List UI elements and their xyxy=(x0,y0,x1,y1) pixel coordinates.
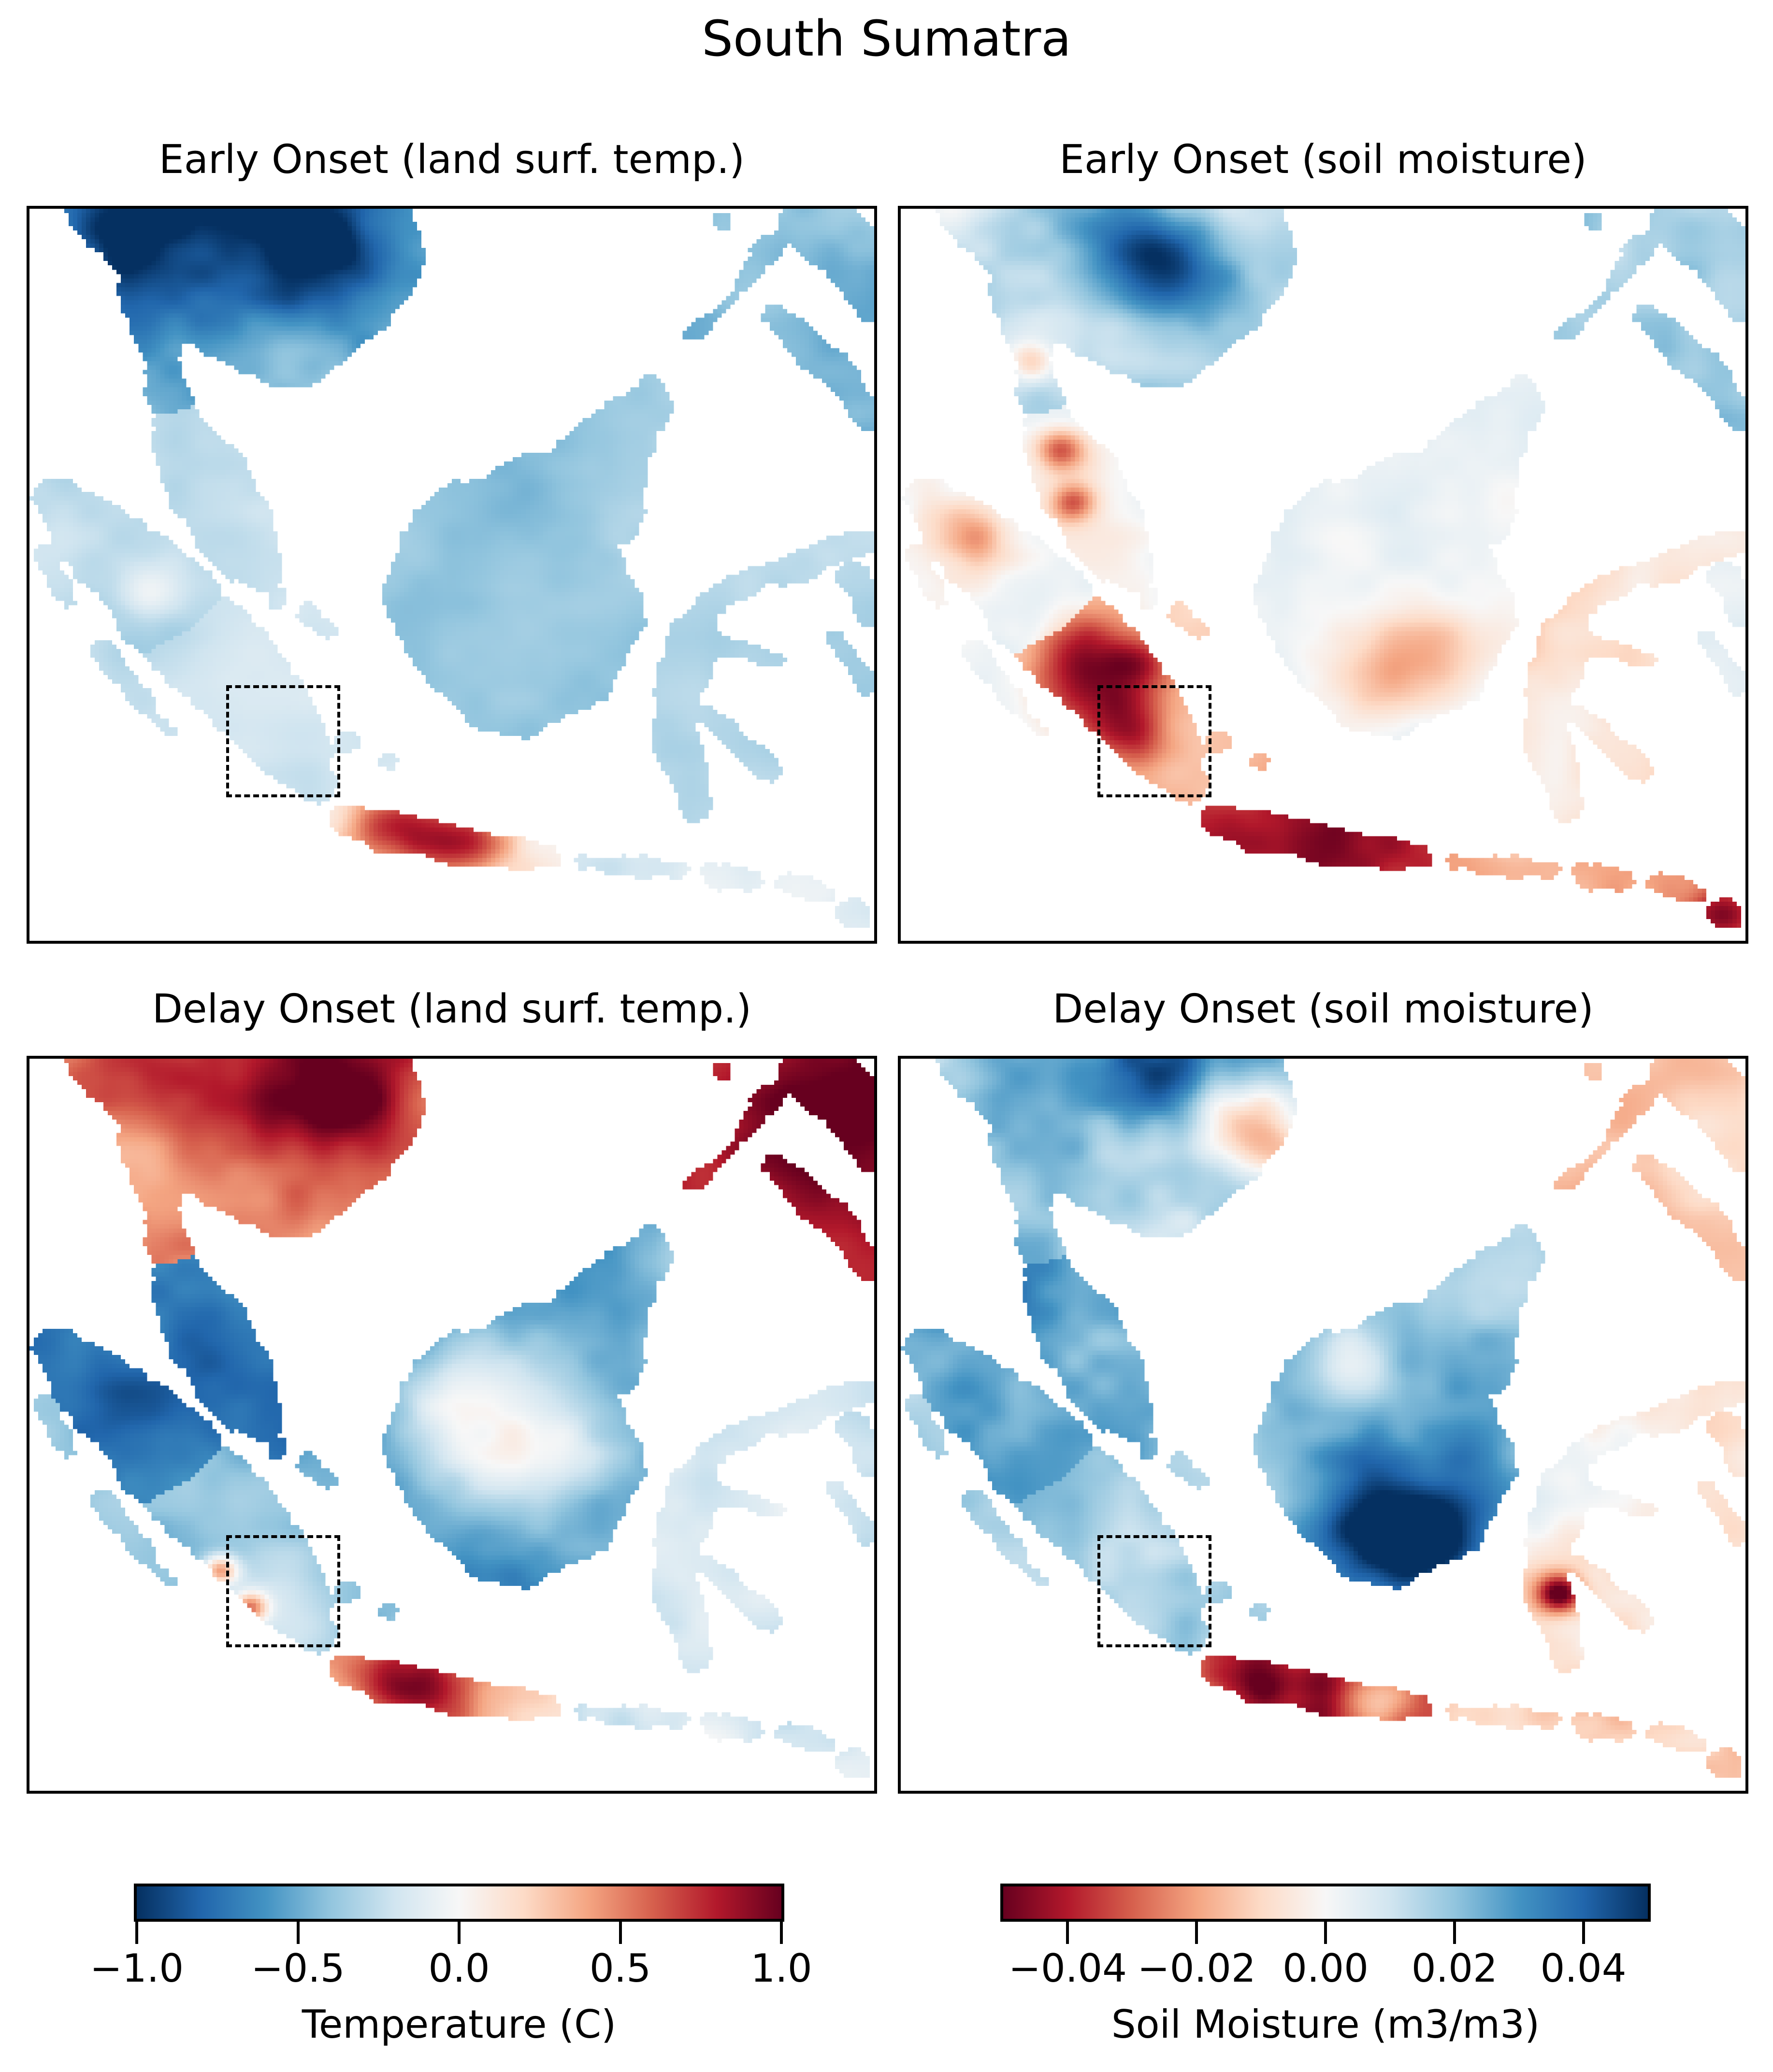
colorbar-tick-label: −0.02 xyxy=(1137,1946,1256,1991)
map-panel-delay-lst xyxy=(27,1056,877,1794)
south-sumatra-roi-box xyxy=(1097,685,1212,798)
colorbar-tick xyxy=(1453,1922,1456,1944)
colorbar-tick xyxy=(1582,1922,1585,1944)
temperature-colorbar-gradient xyxy=(134,1884,784,1922)
colorbar-tick xyxy=(780,1922,783,1944)
colorbar-tick-label: 0.04 xyxy=(1540,1946,1627,1991)
soil-moisture-colorbar: −0.04 −0.02 0.00 0.02 0.04 Soil Moisture (m3… xyxy=(1000,1884,1651,2047)
temperature-colorbar-label: Temperature (C) xyxy=(302,2002,617,2047)
soil-moisture-colorbar-gradient xyxy=(1000,1884,1651,1922)
colorbar-tick xyxy=(619,1922,622,1944)
map-raster-delay-sm xyxy=(901,1059,1745,1791)
panel-title-delay-lst: Delay Onset (land surf. temp.) xyxy=(152,986,752,1032)
colorbar-tick-label: 0.00 xyxy=(1282,1946,1369,1991)
figure-title: South Sumatra xyxy=(702,10,1071,68)
colorbar-tick xyxy=(1324,1922,1327,1944)
temperature-colorbar-ticks xyxy=(135,1922,783,1944)
map-raster-delay-lst xyxy=(29,1059,874,1791)
panel-title-delay-sm: Delay Onset (soil moisture) xyxy=(1052,986,1594,1032)
colorbar-tick xyxy=(1066,1922,1069,1944)
panel-title-early-lst: Early Onset (land surf. temp.) xyxy=(159,137,745,183)
panel-title-early-sm: Early Onset (soil moisture) xyxy=(1059,137,1587,183)
map-raster-early-sm xyxy=(901,209,1745,941)
colorbar-tick-label: −1.0 xyxy=(89,1946,184,1991)
temperature-colorbar: −1.0 −0.5 0.0 0.5 1.0 Temperature (C) xyxy=(90,1884,812,2047)
map-panel-delay-sm xyxy=(898,1056,1748,1794)
south-sumatra-roi-box xyxy=(226,1535,341,1648)
colorbar-tick xyxy=(135,1922,138,1944)
colorbar-tick-label: −0.04 xyxy=(1008,1946,1127,1991)
colorbar-tick-label: 0.5 xyxy=(589,1946,651,1991)
map-panel-early-lst xyxy=(27,206,877,944)
temperature-colorbar-ticklabels: −1.0 −0.5 0.0 0.5 1.0 xyxy=(90,1945,812,1996)
colorbar-tick xyxy=(296,1922,300,1944)
colorbar-tick-label: 0.02 xyxy=(1411,1946,1498,1991)
colorbar-tick-label: −0.5 xyxy=(251,1946,345,1991)
soil-moisture-colorbar-ticks xyxy=(1003,1922,1648,1944)
colorbar-tick-label: 0.0 xyxy=(428,1946,490,1991)
map-panel-early-sm xyxy=(898,206,1748,944)
colorbar-tick-label: 1.0 xyxy=(750,1946,812,1991)
colorbar-tick xyxy=(458,1922,461,1944)
south-sumatra-roi-box xyxy=(1097,1535,1212,1648)
colorbar-tick xyxy=(1195,1922,1198,1944)
soil-moisture-colorbar-label: Soil Moisture (m3/m3) xyxy=(1111,2002,1540,2047)
map-raster-early-lst xyxy=(29,209,874,941)
soil-moisture-colorbar-ticklabels: −0.04 −0.02 0.00 0.02 0.04 xyxy=(1003,1945,1648,1996)
south-sumatra-roi-box xyxy=(226,685,341,798)
